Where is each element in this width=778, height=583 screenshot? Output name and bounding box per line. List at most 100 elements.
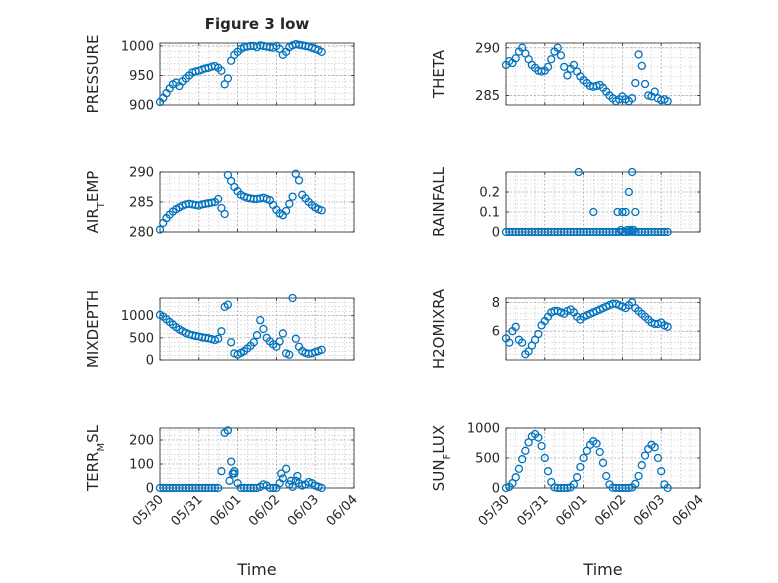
y-axis-label: AIRTEMP [84,171,107,234]
x-tick-label: 06/01 [553,492,590,529]
y-tick-label: 0.2 [479,186,500,201]
data-point [640,79,650,89]
data-point [543,467,553,476]
data-point [634,50,643,59]
data-point [518,338,527,347]
x-axis-label-right: Time [582,560,622,579]
x-tick-label: 05/30 [476,492,513,529]
data-point [281,464,291,473]
y-axis-label: MIXDEPTH [84,290,102,368]
y-axis-label: THETA [430,49,448,99]
data-point [663,322,672,331]
data-point [278,329,288,338]
x-tick-label: 05/31 [515,492,552,529]
data-point [637,461,646,470]
x-tick-label: 06/02 [246,492,283,529]
x-tick-label: 06/02 [592,492,629,529]
y-tick-label: 6 [492,325,500,340]
data-point [653,453,663,463]
panel-rainfall: 0 0.1 0.2 RAINFALL [430,166,701,241]
data-point [217,467,226,476]
data-point [285,350,294,359]
panel-sun_flux: 0 500 1000 SUNFLUX 05/30 05/31 06/01 06/02 06/03… [430,422,707,530]
data-point [288,293,297,303]
y-tick-label: 285 [129,196,154,211]
data-point [521,446,530,455]
data-point [259,324,268,334]
data-point [629,225,638,235]
data-point [574,167,583,177]
data-point [595,447,604,457]
y-axis-label: SUNFLUX [430,425,453,491]
data-point [547,55,556,64]
data-point [534,433,543,442]
data-point [624,483,634,493]
x-tick-label: 05/31 [169,492,206,529]
data-point [223,426,233,435]
data-point [556,51,566,60]
data-point [627,167,637,177]
data-point [569,60,579,70]
data-point [511,322,520,331]
data-point [563,71,572,80]
data-point [223,300,233,309]
panel-pressure: 900 950 1000 PRESSURE [84,35,355,114]
axes-box [505,171,701,233]
data-point [155,225,165,234]
x-axis-label-left: Time [236,560,276,579]
data-point [534,329,543,339]
panel-mixdepth: 0 500 1000 MIXDEPTH [84,290,355,369]
figure-title: Figure 3 low [205,15,310,33]
data-point [637,61,646,71]
x-tick-label: 05/30 [130,492,167,529]
y-tick-label: 100 [129,458,154,473]
y-tick-label: 950 [129,69,154,84]
y-tick-label: 900 [129,99,154,114]
data-point [277,469,286,478]
y-tick-label: 200 [129,434,154,449]
y-tick-label: 1000 [121,309,154,324]
y-tick-label: 0 [492,226,500,241]
y-axis-label: TERRMSL [84,424,107,492]
axes-box [505,42,701,106]
data-point [293,471,302,481]
data-point [317,483,326,493]
data-point [226,457,236,466]
data-point [663,483,672,493]
data-point [210,483,220,493]
data-point [226,338,236,347]
data-point [572,473,582,482]
data-point [576,462,585,472]
axes-box [159,297,355,361]
data-point [563,483,572,493]
y-axis-label: H2OMIXRA [430,288,448,369]
data-point [663,227,672,237]
data-point [505,338,514,347]
data-point [217,327,226,336]
data-point [269,483,278,493]
data-point [291,334,300,343]
data-point [285,199,294,208]
data-point [317,345,326,354]
data-point [624,187,634,197]
y-tick-label: 1000 [121,39,154,54]
data-point [598,458,608,467]
data-point [214,194,223,204]
data-point [660,227,669,237]
data-point [214,334,223,343]
y-tick-label: 280 [129,226,154,241]
panel-air_temp: 280 285 290 AIRTEMP [84,166,355,241]
y-axis-label: PRESSURE [84,35,102,114]
x-tick-label: 06/04 [324,492,361,529]
data-point [286,476,296,485]
data-point [514,464,524,473]
y-tick-label: 0 [146,482,154,497]
y-tick-label: 500 [475,452,500,467]
y-axis-label: RAINFALL [430,166,448,237]
data-point [252,331,262,340]
data-point [291,169,300,178]
y-tick-label: 0 [492,482,500,497]
data-point [249,338,258,347]
